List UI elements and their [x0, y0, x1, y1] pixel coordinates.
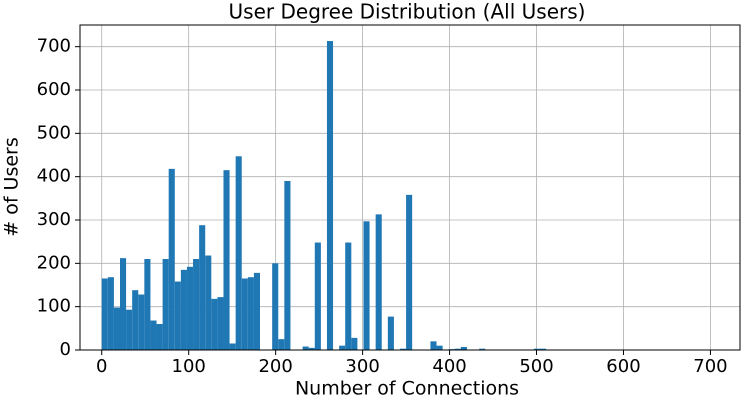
- y-tick-label: 400: [37, 166, 71, 187]
- bar: [253, 272, 260, 350]
- bar: [351, 337, 358, 350]
- bar: [156, 324, 163, 350]
- y-tick-label: 700: [37, 36, 71, 57]
- bar: [120, 258, 127, 350]
- bar: [144, 259, 151, 350]
- bar: [101, 278, 108, 350]
- bar: [168, 168, 175, 350]
- bar: [193, 259, 200, 350]
- y-tick-label: 600: [37, 79, 71, 100]
- bar: [345, 242, 352, 350]
- bar: [278, 339, 285, 350]
- x-tick-label: 200: [258, 356, 292, 377]
- bar: [241, 278, 248, 350]
- bar: [436, 345, 443, 350]
- bar: [326, 41, 334, 351]
- bar: [375, 214, 382, 350]
- bar: [460, 346, 467, 350]
- bar: [479, 348, 486, 350]
- bar: [174, 281, 181, 350]
- y-tick-label: 300: [37, 209, 71, 230]
- bar: [229, 343, 236, 350]
- y-axis-label: # of Users: [1, 137, 23, 237]
- bar: [211, 298, 218, 350]
- bar: [339, 345, 346, 350]
- y-tick-label: 100: [37, 296, 71, 317]
- plot-frame: [79, 24, 741, 351]
- x-tick-label: 700: [693, 356, 727, 377]
- bar: [387, 316, 394, 350]
- bar: [400, 348, 407, 350]
- y-tick-label: 500: [37, 122, 71, 143]
- bar: [180, 269, 187, 350]
- bar: [199, 225, 206, 350]
- chart-title: User Degree Distribution (All Users): [229, 0, 586, 24]
- bar: [205, 255, 212, 350]
- bar: [223, 170, 230, 350]
- bar: [113, 307, 120, 350]
- x-tick-label: 400: [432, 356, 466, 377]
- bar: [533, 348, 540, 350]
- bar: [454, 348, 461, 350]
- y-tick-label: 200: [37, 252, 71, 273]
- bar: [162, 259, 169, 350]
- bar: [186, 266, 194, 350]
- bar: [150, 320, 157, 350]
- x-tick-label: 600: [606, 356, 640, 377]
- x-tick-label: 0: [96, 356, 107, 377]
- y-tick-label: 0: [60, 339, 71, 360]
- x-tick-label: 300: [345, 356, 379, 377]
- bar: [363, 221, 370, 350]
- bar: [126, 309, 133, 350]
- bar: [235, 156, 242, 350]
- bar: [540, 348, 547, 350]
- x-axis-label: Number of Connections: [295, 378, 519, 400]
- bar: [247, 277, 254, 350]
- bar: [132, 290, 139, 350]
- bar: [308, 347, 315, 350]
- bar: [217, 297, 224, 350]
- bar: [272, 263, 279, 350]
- x-tick-label: 100: [172, 356, 206, 377]
- bar: [284, 181, 291, 350]
- bar: [430, 341, 437, 350]
- bar: [314, 242, 321, 350]
- bar: [406, 194, 413, 350]
- x-tick-label: 500: [519, 356, 553, 377]
- bar: [138, 294, 145, 350]
- bar: [302, 346, 309, 350]
- bar: [107, 277, 114, 350]
